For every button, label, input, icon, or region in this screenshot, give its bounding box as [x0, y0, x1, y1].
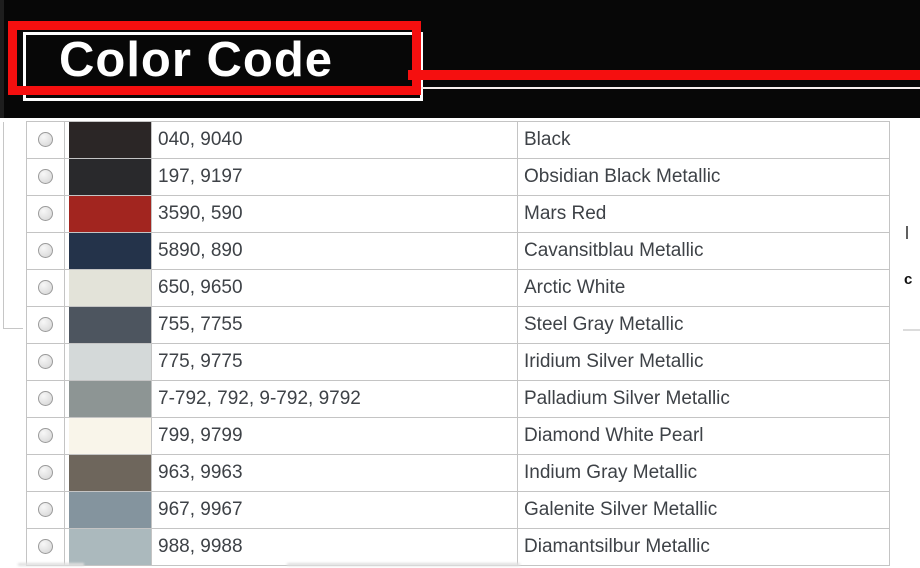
radio-cell — [26, 306, 65, 344]
table-row[interactable]: 197, 9197 Obsidian Black Metallic — [26, 158, 890, 196]
color-name-cell: Cavansitblau Metallic — [517, 232, 890, 270]
color-swatch — [69, 418, 151, 454]
color-name-cell: Arctic White — [517, 269, 890, 307]
swatch-cell — [64, 269, 152, 307]
color-name-cell: Diamond White Pearl — [517, 417, 890, 455]
color-radio[interactable] — [38, 280, 53, 296]
table-row[interactable]: 967, 9967 Galenite Silver Metallic — [26, 491, 890, 529]
color-radio[interactable] — [38, 243, 53, 259]
table-row[interactable]: 775, 9775 Iridium Silver Metallic — [26, 343, 890, 381]
color-code-cell: 5890, 890 — [151, 232, 518, 270]
color-radio[interactable] — [38, 465, 53, 481]
table-row[interactable]: 040, 9040 Black — [26, 121, 890, 159]
swatch-cell — [64, 417, 152, 455]
swatch-cell — [64, 343, 152, 381]
swatch-cell — [64, 306, 152, 344]
color-name-cell: Iridium Silver Metallic — [517, 343, 890, 381]
color-radio[interactable] — [38, 132, 53, 148]
underlying-panel-left-border — [3, 122, 4, 328]
color-name-cell: Diamantsilbur Metallic — [517, 528, 890, 566]
title-red-frame — [8, 21, 421, 95]
radio-cell — [26, 158, 65, 196]
banner: Color Code — [0, 0, 920, 118]
color-radio[interactable] — [38, 206, 53, 222]
color-swatch — [69, 344, 151, 380]
color-code-cell: 799, 9799 — [151, 417, 518, 455]
page-title: Color Code — [59, 33, 334, 87]
color-radio[interactable] — [38, 428, 53, 444]
underlying-panel-corner — [3, 328, 23, 329]
swatch-cell — [64, 121, 152, 159]
color-swatch — [69, 122, 151, 158]
color-radio[interactable] — [38, 539, 53, 555]
color-code-cell: 197, 9197 — [151, 158, 518, 196]
swatch-cell — [64, 195, 152, 233]
color-name-cell: Galenite Silver Metallic — [517, 491, 890, 529]
swatch-cell — [64, 528, 152, 566]
color-radio[interactable] — [38, 354, 53, 370]
table-row[interactable]: 7-792, 792, 9-792, 9792 Palladium Silver… — [26, 380, 890, 418]
color-name-cell: Palladium Silver Metallic — [517, 380, 890, 418]
color-code-cell: 988, 9988 — [151, 528, 518, 566]
color-radio[interactable] — [38, 391, 53, 407]
color-swatch — [69, 307, 151, 343]
swatch-cell — [64, 454, 152, 492]
color-code-cell: 3590, 590 — [151, 195, 518, 233]
swatch-cell — [64, 158, 152, 196]
color-code-cell: 755, 7755 — [151, 306, 518, 344]
radio-cell — [26, 269, 65, 307]
color-swatch — [69, 233, 151, 269]
color-code-cell: 040, 9040 — [151, 121, 518, 159]
radio-cell — [26, 417, 65, 455]
radio-cell — [26, 232, 65, 270]
table-row[interactable]: 5890, 890 Cavansitblau Metallic — [26, 232, 890, 270]
swatch-cell — [64, 491, 152, 529]
radio-cell — [26, 121, 65, 159]
radio-cell — [26, 491, 65, 529]
color-code-cell: 775, 9775 — [151, 343, 518, 381]
color-name-cell: Mars Red — [517, 195, 890, 233]
color-swatch — [69, 196, 151, 232]
table-row[interactable]: 988, 9988 Diamantsilbur Metallic — [26, 528, 890, 566]
banner-white-underline — [421, 87, 920, 89]
color-swatch — [69, 529, 151, 565]
color-name-cell: Steel Gray Metallic — [517, 306, 890, 344]
color-table-body: 040, 9040 Black 197, 9197 Obsidian Black… — [26, 121, 890, 566]
page-bleed-artifact — [18, 563, 84, 566]
color-name-cell: Indium Gray Metallic — [517, 454, 890, 492]
cropped-fragment-line — [903, 329, 920, 331]
banner-red-bar — [408, 70, 920, 80]
color-swatch — [69, 455, 151, 491]
color-code-cell: 967, 9967 — [151, 491, 518, 529]
table-row[interactable]: 755, 7755 Steel Gray Metallic — [26, 306, 890, 344]
radio-cell — [26, 195, 65, 233]
color-name-cell: Obsidian Black Metallic — [517, 158, 890, 196]
color-name-cell: Black — [517, 121, 890, 159]
swatch-cell — [64, 380, 152, 418]
title-white-frame — [23, 32, 423, 101]
color-code-table: 040, 9040 Black 197, 9197 Obsidian Black… — [26, 121, 890, 566]
color-radio[interactable] — [38, 169, 53, 185]
table-row[interactable]: 3590, 590 Mars Red — [26, 195, 890, 233]
color-swatch — [69, 381, 151, 417]
color-radio[interactable] — [38, 502, 53, 518]
color-code-cell: 650, 9650 — [151, 269, 518, 307]
color-swatch — [69, 270, 151, 306]
color-radio[interactable] — [38, 317, 53, 333]
color-swatch — [69, 492, 151, 528]
table-row[interactable]: 799, 9799 Diamond White Pearl — [26, 417, 890, 455]
page-bleed-artifact — [287, 563, 520, 566]
cropped-fragment-tick — [906, 226, 908, 239]
color-swatch — [69, 159, 151, 195]
color-code-cell: 963, 9963 — [151, 454, 518, 492]
color-code-cell: 7-792, 792, 9-792, 9792 — [151, 380, 518, 418]
swatch-cell — [64, 232, 152, 270]
table-row[interactable]: 963, 9963 Indium Gray Metallic — [26, 454, 890, 492]
cropped-fragment-letter: c — [904, 271, 913, 288]
radio-cell — [26, 343, 65, 381]
radio-cell — [26, 454, 65, 492]
radio-cell — [26, 528, 65, 566]
table-row[interactable]: 650, 9650 Arctic White — [26, 269, 890, 307]
radio-cell — [26, 380, 65, 418]
